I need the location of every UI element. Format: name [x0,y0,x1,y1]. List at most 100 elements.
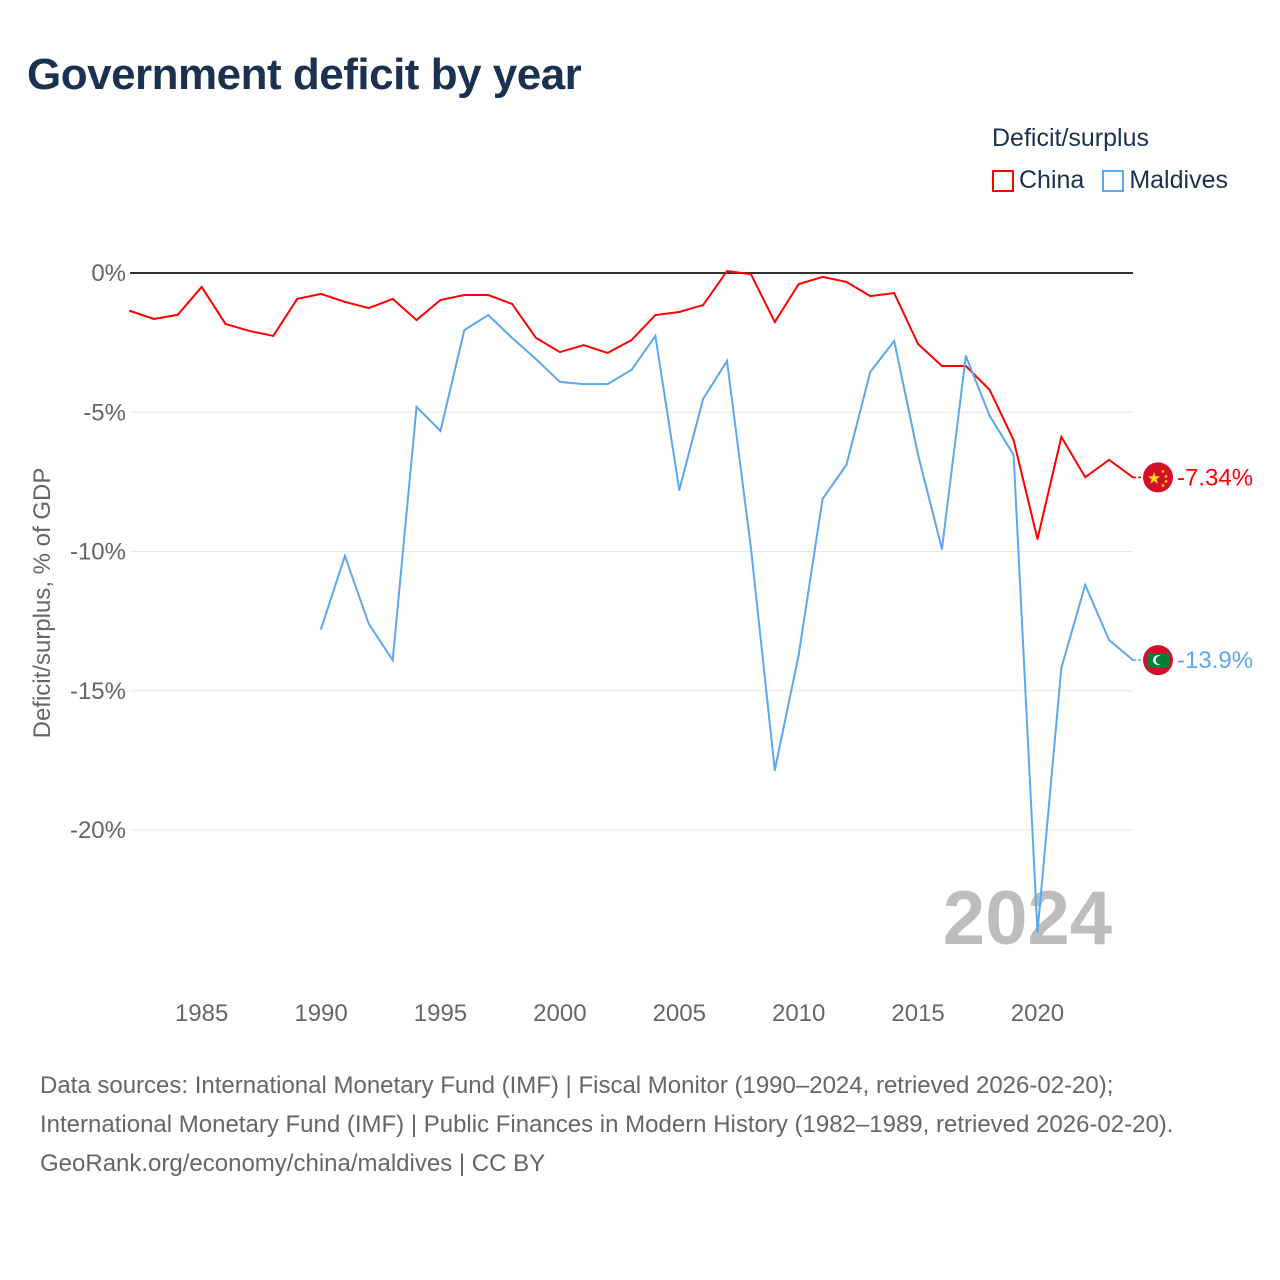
data-point-china [1084,476,1087,479]
data-point-china [630,339,633,342]
data-point-china [797,283,800,286]
y-tick-label: -20% [70,817,126,844]
data-point-maldives [534,358,537,361]
svg-text:★: ★ [1147,470,1161,487]
data-point-maldives [1060,666,1063,669]
x-tick-label: 2000 [533,1000,586,1027]
legend: China Maldives [992,166,1228,195]
data-point-china [726,270,729,273]
data-point-maldives [606,383,609,386]
series-line-maldives[interactable] [320,313,1134,933]
data-point-china [391,297,394,300]
data-point-china [367,307,370,310]
data-point-china [1036,537,1039,540]
legend-label-maldives: Maldives [1129,166,1228,194]
data-point-maldives [343,554,346,557]
y-tick-label: -15% [70,678,126,705]
data-point-china [511,302,514,305]
data-point-china [702,304,705,307]
data-sources: Data sources: International Monetary Fun… [40,1072,1174,1138]
x-tick-label: 1990 [294,1000,347,1027]
data-point-maldives [749,546,752,549]
data-point-maldives [702,397,705,400]
data-point-maldives [1084,583,1087,586]
series-line-china[interactable] [129,269,1134,540]
x-tick-label: 1995 [414,1000,467,1027]
credit-link[interactable]: GeoRank.org/economy/china/maldives | CC … [40,1150,546,1177]
data-point-maldives [511,336,514,339]
legend-item-china[interactable]: China [992,166,1084,195]
x-tick-label: 2010 [772,1000,825,1027]
data-point-maldives [630,368,633,371]
data-point-china [200,285,203,288]
data-point-china [320,292,323,295]
data-point-china [152,317,155,320]
x-tick-label: 1985 [175,1000,228,1027]
data-point-maldives [320,627,323,630]
legend-item-maldives[interactable]: Maldives [1102,166,1228,195]
data-point-china [343,300,346,303]
x-tick-label: 2020 [1011,1000,1064,1027]
data-point-china [487,294,490,297]
data-point-china [940,365,943,368]
data-point-maldives [439,429,442,432]
data-point-maldives [845,463,848,466]
data-point-china [534,336,537,339]
y-axis-label: Deficit/surplus, % of GDP [29,468,56,739]
data-point-china [749,273,752,276]
data-point-maldives [773,769,776,772]
data-point-maldives [558,380,561,383]
data-point-china [129,309,131,312]
data-point-china [845,280,848,283]
maldives-flag-icon [1143,645,1173,676]
data-point-china [272,334,275,337]
china-flag-icon: ★ [1143,462,1173,493]
chart-title: Government deficit by year [27,50,582,99]
data-point-china [582,344,585,347]
data-point-maldives [797,654,800,657]
data-point-china [773,321,776,324]
data-point-maldives [415,405,418,408]
data-point-china [439,299,442,302]
data-point-maldives [678,488,681,491]
data-point-china [988,388,991,391]
data-point-maldives [487,314,490,317]
data-point-china [1060,436,1063,439]
data-point-maldives [917,453,920,456]
data-point-maldives [821,497,824,500]
data-point-maldives [391,659,394,662]
legend-label-china: China [1019,166,1085,194]
end-value-label-maldives: -13.9% [1177,647,1253,674]
y-tick-label: -10% [70,539,126,566]
data-point-maldives [964,354,967,357]
y-tick-label: 0% [91,260,126,287]
data-point-maldives [367,622,370,625]
x-tick-label: 2015 [891,1000,944,1027]
data-point-maldives [1036,930,1039,933]
data-point-maldives [654,334,657,337]
data-point-maldives [1012,453,1015,456]
data-point-china [917,343,920,346]
year-watermark: 2024 [943,876,1112,961]
data-point-china [558,351,561,354]
data-point-maldives [726,360,729,363]
data-point-maldives [582,383,585,386]
footer: Data sources: International Monetary Fun… [40,1066,1240,1183]
data-point-china [463,294,466,297]
data-point-china [678,310,681,313]
legend-swatch-china [992,169,1014,192]
data-point-china [869,295,872,298]
data-point-maldives [988,414,991,417]
data-point-china [606,351,609,354]
x-tick-label: 2005 [653,1000,706,1027]
data-point-china [1012,439,1015,442]
data-point-china [821,275,824,278]
data-point-china [248,329,251,332]
legend-title: Deficit/surplus [992,124,1149,152]
data-point-china [654,314,657,317]
data-point-china [893,292,896,295]
legend-swatch-maldives [1102,169,1125,192]
y-tick-label: -5% [83,399,126,426]
data-point-china [224,322,227,325]
